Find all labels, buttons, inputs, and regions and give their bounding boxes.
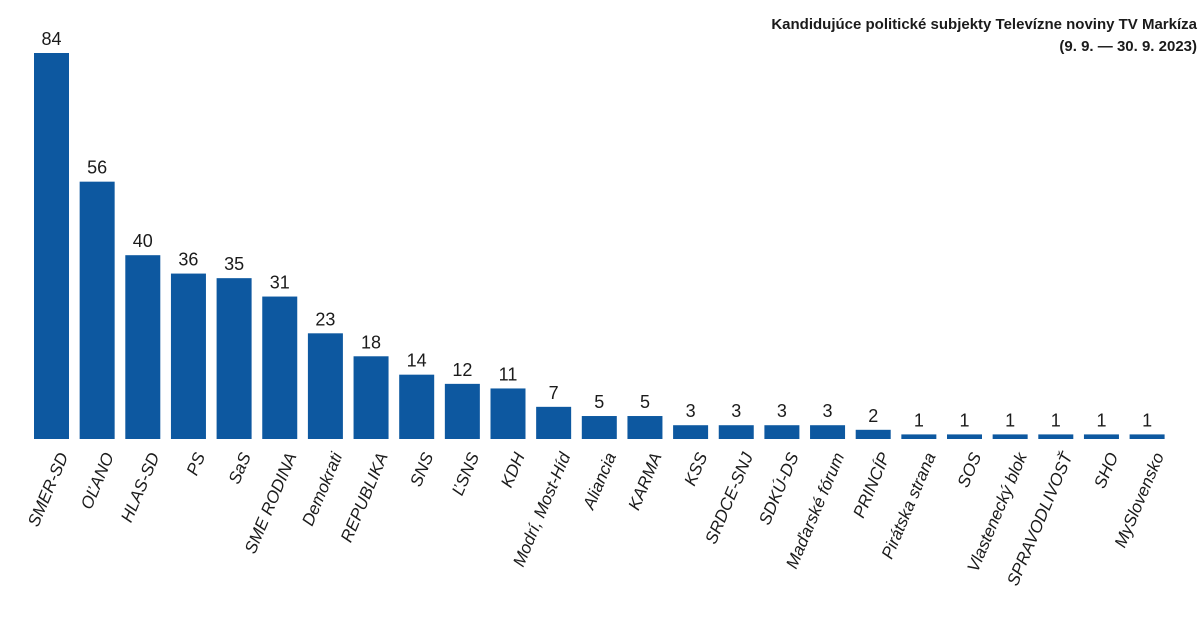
- category-label-23: SHO: [1090, 450, 1122, 491]
- value-label-15: 3: [731, 401, 741, 421]
- bar-19: [901, 434, 937, 439]
- bar-16: [764, 425, 800, 439]
- value-label-24: 1: [1142, 410, 1152, 430]
- bar-21: [992, 434, 1028, 439]
- value-label-18: 2: [868, 406, 878, 426]
- category-label-2: HLAS-SD: [117, 450, 163, 525]
- value-label-16: 3: [777, 401, 787, 421]
- bar-11: [536, 406, 572, 439]
- category-label-12: Aliancia: [579, 450, 620, 513]
- bar-1: [79, 181, 115, 439]
- value-label-7: 18: [361, 332, 381, 352]
- bar-18: [855, 429, 891, 439]
- bar-10: [490, 388, 526, 439]
- bar-0: [34, 53, 69, 439]
- category-label-20: SOS: [954, 449, 986, 490]
- category-label-18: PRINCÍP: [849, 449, 894, 521]
- value-label-10: 11: [499, 364, 518, 384]
- chart-subtitle: (9. 9. — 30. 9. 2023): [1059, 38, 1197, 55]
- category-label-9: ĽSNS: [448, 449, 483, 498]
- category-label-0: SMER-SD: [24, 450, 72, 530]
- bar-20: [947, 434, 982, 439]
- value-label-1: 56: [87, 158, 107, 178]
- value-label-23: 1: [1096, 410, 1106, 430]
- value-label-5: 31: [270, 273, 290, 293]
- bar-9: [444, 383, 480, 439]
- value-label-22: 1: [1051, 410, 1061, 430]
- bar-17: [810, 425, 846, 439]
- value-label-6: 23: [315, 309, 335, 329]
- value-label-2: 40: [133, 231, 153, 251]
- value-label-21: 1: [1005, 410, 1015, 430]
- value-label-13: 5: [640, 392, 650, 412]
- bar-13: [627, 416, 663, 439]
- category-label-6: Demokrati: [298, 449, 346, 529]
- category-label-8: SNS: [406, 449, 437, 489]
- category-label-15: SRDCE-SNJ: [701, 449, 757, 546]
- bar-2: [125, 255, 161, 439]
- value-label-19: 1: [914, 410, 924, 430]
- value-label-4: 35: [224, 254, 244, 274]
- category-label-4: SaS: [225, 449, 255, 487]
- chart-title: Kandidujúce politické subjekty Televízne…: [771, 16, 1197, 33]
- bar-7: [353, 356, 389, 439]
- chart-title-block: Kandidujúce politické subjekty Televízne…: [771, 14, 1197, 58]
- category-label-14: KSS: [681, 449, 712, 488]
- category-label-10: KDH: [497, 449, 529, 490]
- category-label-7: REPUBLIKA: [337, 450, 392, 545]
- value-label-9: 12: [452, 360, 472, 380]
- bar-12: [581, 416, 617, 439]
- category-label-16: SDKÚ-DS: [755, 449, 803, 527]
- value-label-11: 7: [549, 383, 559, 403]
- bar-5: [262, 296, 298, 439]
- value-label-0: 84: [41, 29, 61, 49]
- value-label-8: 14: [407, 351, 427, 371]
- value-label-14: 3: [686, 401, 696, 421]
- category-label-13: KARMA: [625, 450, 666, 513]
- bar-14: [673, 425, 709, 439]
- bar-3: [170, 273, 206, 439]
- bar-8: [399, 374, 435, 439]
- bar-4: [216, 278, 252, 439]
- value-label-17: 3: [823, 401, 833, 421]
- bar-22: [1038, 434, 1074, 439]
- value-label-20: 1: [959, 410, 969, 430]
- bar-23: [1083, 434, 1119, 439]
- category-label-1: OĽANO: [77, 450, 118, 512]
- bar-6: [307, 333, 343, 439]
- value-label-12: 5: [594, 392, 604, 412]
- value-label-3: 36: [178, 250, 198, 270]
- bar-15: [718, 425, 754, 439]
- bar-24: [1129, 434, 1165, 439]
- category-label-3: PS: [183, 449, 210, 478]
- category-label-24: MySlovensko: [1111, 450, 1168, 550]
